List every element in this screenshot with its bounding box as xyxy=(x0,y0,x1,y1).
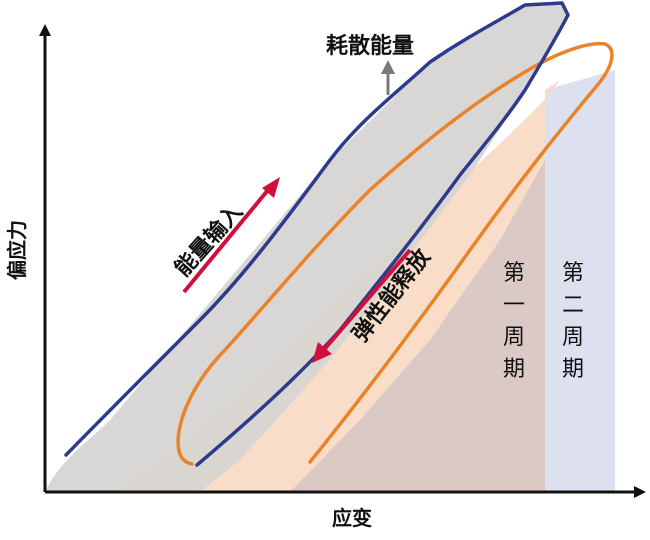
dissipated-energy-label: 耗散能量 xyxy=(326,33,414,59)
period-1-label: 第 一 周 期 xyxy=(503,261,525,382)
energy-input-label: 能量输入 xyxy=(170,199,248,282)
period-2-char: 周 xyxy=(562,325,584,350)
cycle-2-loop xyxy=(176,41,614,466)
period-1-char: 期 xyxy=(503,357,525,382)
period-2-char: 二 xyxy=(562,293,584,318)
period-1-region xyxy=(290,160,545,492)
dissipated-energy-area xyxy=(45,3,568,492)
elastic-release-arrow-head xyxy=(312,342,332,363)
y-axis-label: 偏应力 xyxy=(5,220,29,280)
dissipated-energy-arrow-head xyxy=(381,60,395,74)
energy-input-arrow-head xyxy=(262,177,280,198)
period-1-char: 一 xyxy=(503,293,525,318)
period-2-label: 第 二 周 期 xyxy=(562,261,584,382)
period-1-char: 周 xyxy=(503,325,525,350)
elastic-release-arrow-shaft xyxy=(320,248,412,354)
period-2-char: 第 xyxy=(562,261,584,286)
period-1-char: 第 xyxy=(503,261,525,286)
x-axis-label: 应变 xyxy=(332,506,372,530)
period-2-char: 期 xyxy=(562,357,584,382)
energy-input-arrow-shaft xyxy=(182,188,270,294)
period-2-region xyxy=(545,70,615,492)
